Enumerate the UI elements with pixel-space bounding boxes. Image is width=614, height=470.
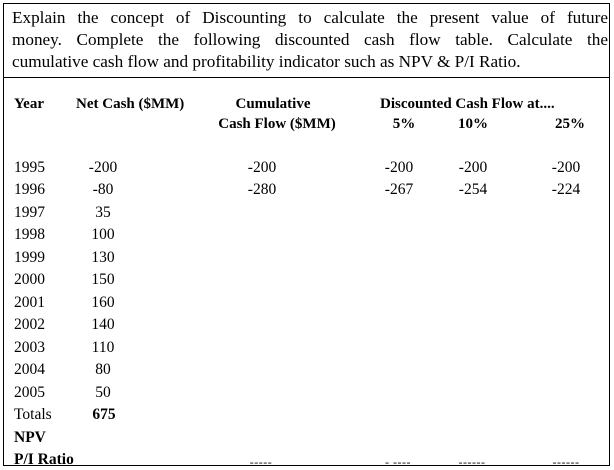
- totals-net-cash: 675: [92, 406, 116, 423]
- row-year: 2004: [14, 361, 45, 378]
- row-net-cash: -200: [88, 159, 118, 176]
- header-cumulative-line1: Cumulative: [235, 96, 311, 112]
- header-net-cash: Net Cash ($MM): [76, 96, 185, 112]
- row-cumulative: -200: [247, 159, 277, 176]
- header-cumulative-line2: Cash Flow ($MM): [218, 116, 336, 132]
- header-rate-25: 25%: [555, 116, 585, 132]
- document-frame: [3, 3, 610, 466]
- question-text: Explain the concept of Discounting to ca…: [12, 7, 608, 73]
- row-net-cash: 140: [91, 316, 115, 333]
- row-net-cash: 35: [95, 204, 111, 221]
- row-discounted-25: -200: [551, 159, 581, 176]
- row-discounted-25: -224: [551, 181, 581, 198]
- question-line: Explain the concept of Discounting to ca…: [12, 8, 608, 27]
- row-year: 2002: [14, 316, 45, 333]
- row-net-cash: 80: [95, 361, 111, 378]
- row-net-cash: 160: [91, 294, 115, 311]
- row-cumulative: -280: [247, 181, 277, 198]
- blank-discounted-5: - ----: [385, 455, 411, 469]
- row-year: 1996: [14, 181, 45, 198]
- question-divider: [3, 77, 610, 78]
- row-net-cash: -80: [92, 181, 114, 198]
- npv-label: NPV: [14, 429, 46, 446]
- row-year: 2005: [14, 384, 45, 401]
- row-net-cash: 50: [95, 384, 111, 401]
- row-discounted-10: -254: [458, 181, 488, 198]
- totals-label: Totals: [14, 406, 52, 423]
- header-year: Year: [14, 96, 44, 112]
- row-year: 1995: [14, 159, 45, 176]
- question-line: money. Complete the following discounted…: [12, 30, 608, 49]
- row-discounted-10: -200: [458, 159, 488, 176]
- blank-discounted-25: ------: [552, 455, 580, 469]
- row-net-cash: 130: [91, 249, 115, 266]
- pi-ratio-label: P/I Ratio: [14, 451, 74, 468]
- blank-cumulative: -----: [249, 455, 273, 469]
- row-year: 1999: [14, 249, 45, 266]
- row-year: 1997: [14, 204, 45, 221]
- row-discounted-5: -200: [384, 159, 414, 176]
- row-year: 2000: [14, 271, 45, 288]
- row-year: 1998: [14, 226, 45, 243]
- question-line: cumulative cash flow and profitability i…: [12, 52, 521, 71]
- row-discounted-5: -267: [384, 181, 414, 198]
- row-year: 2001: [14, 294, 45, 311]
- blank-discounted-10: ------: [458, 455, 486, 469]
- header-rate-10: 10%: [458, 116, 488, 132]
- row-net-cash: 110: [91, 339, 115, 356]
- row-year: 2003: [14, 339, 45, 356]
- row-net-cash: 150: [91, 271, 115, 288]
- header-rate-5: 5%: [392, 116, 416, 132]
- header-discounted-cash-flow: Discounted Cash Flow at....: [380, 96, 555, 112]
- row-net-cash: 100: [91, 226, 115, 243]
